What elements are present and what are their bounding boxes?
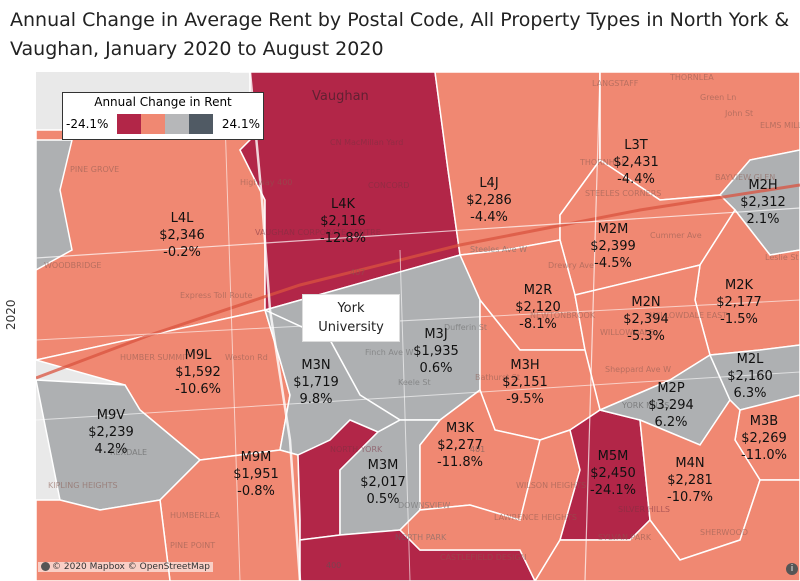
label-M2H[interactable]: M2H $2,312 2.1% <box>740 178 786 227</box>
place-name: NEWTONBROOK <box>530 311 596 320</box>
label-M5M[interactable]: M5M $2,450 -24.1% <box>590 449 636 498</box>
place-name: Leslie St <box>765 253 799 262</box>
place-name: 400 <box>326 561 341 570</box>
legend: Annual Change in Rent -24.1% 24.1% <box>62 92 264 140</box>
place-name: LANGSTAFF <box>592 79 639 88</box>
label-M2P[interactable]: M2P $3,294 6.2% <box>648 381 694 430</box>
legend-swatch-1 <box>117 114 141 134</box>
label-M3N[interactable]: M3N $1,719 9.8% <box>293 358 339 407</box>
label-L4J[interactable]: L4J $2,286 -4.4% <box>466 176 512 225</box>
label-L4K[interactable]: L4K $2,116 -12.8% <box>320 197 366 246</box>
label-M2L[interactable]: M2L $2,160 6.3% <box>727 352 773 401</box>
place-name: VAUGHAN CORPORATE CENTRE <box>255 228 381 237</box>
label-L4L[interactable]: L4L $2,346 -0.2% <box>159 211 205 260</box>
label-M2M[interactable]: M2M $2,399 -4.5% <box>590 222 636 271</box>
place-name: Green Ln <box>700 93 736 102</box>
place-name: CN MacMillan Yard <box>330 138 403 147</box>
road-sheppard <box>36 371 800 421</box>
place-name: Bathurst St <box>475 373 520 382</box>
legend-min: -24.1% <box>66 117 109 131</box>
legend-title: Annual Change in Rent <box>94 95 232 109</box>
place-name: CASTLEFIELD DESIGN <box>440 553 527 562</box>
info-icon[interactable]: i <box>786 563 798 575</box>
place-name: SILVER HILLS <box>618 505 670 514</box>
place-name: WILSON HEIGHTS <box>516 481 586 490</box>
road-keele <box>399 249 411 581</box>
highway-407 <box>36 183 800 380</box>
place-name: 401 <box>470 445 485 454</box>
label-M2N[interactable]: M2N $2,394 -5.3% <box>623 295 669 344</box>
label-M9M[interactable]: M9M $1,951 -0.8% <box>233 450 279 499</box>
map-canvas[interactable]: Vaughan CN MacMillan Yard CONCORD VAUGHAN C… <box>36 72 800 581</box>
landmark-line1: York <box>337 301 365 316</box>
map-credit[interactable]: © 2020 Mapbox © OpenStreetMap <box>38 562 213 572</box>
place-name: Dufferin St <box>444 323 487 332</box>
place-name: PINE GROVE <box>70 165 119 174</box>
place-name: WOODBRIDGE <box>44 261 101 270</box>
label-M3H[interactable]: M3H $2,151 -9.5% <box>502 358 548 407</box>
place-name: THORNLEA <box>669 73 714 82</box>
label-M3K[interactable]: M3K $2,277 -11.8% <box>437 421 483 470</box>
place-name: SHERWOOD <box>700 528 748 537</box>
place-name: KIPLING HEIGHTS <box>48 481 118 490</box>
label-M3M[interactable]: M3M $2,017 0.5% <box>360 458 406 507</box>
legend-max: 24.1% <box>221 117 260 131</box>
label-M9V[interactable]: M9V $2,239 4.2% <box>88 408 134 457</box>
label-M2K[interactable]: M2K $2,177 -1.5% <box>716 278 762 327</box>
place-name: CONCORD <box>368 181 409 190</box>
label-M4N[interactable]: M4N $2,281 -10.7% <box>667 456 713 505</box>
place-name: Finch Ave W <box>365 348 414 357</box>
place-name: Sheppard Ave W <box>605 365 671 374</box>
label-M3B[interactable]: M3B $2,269 -11.0% <box>741 414 787 463</box>
road-steeles <box>36 207 800 259</box>
row-label-2020: 2020 <box>4 299 18 330</box>
label-M3J[interactable]: M3J $1,935 0.6% <box>413 327 459 376</box>
place-name: THORNHILL <box>579 158 627 167</box>
label-M2R[interactable]: M2R $2,120 -8.1% <box>515 283 561 332</box>
place-name: LAWRENCE HEIGHTS <box>494 513 577 522</box>
road-weston <box>224 119 241 581</box>
road-yonge <box>584 72 601 581</box>
place-name: YORK MILLS <box>621 401 669 410</box>
mapbox-logo-icon <box>41 562 50 571</box>
place-name: HUMBERLEA <box>170 511 220 520</box>
place-name: Vaughan <box>312 89 369 104</box>
place-name: HUMBER SUMMIT <box>120 353 190 362</box>
place-name: NORTH YORK <box>330 445 383 454</box>
place-name: Steeles Ave W <box>470 245 527 254</box>
place-name: ELMS MILLES <box>760 121 800 130</box>
chart-title: Annual Change in Average Rent by Postal … <box>10 9 790 60</box>
map-svg[interactable]: Vaughan CN MacMillan Yard CONCORD VAUGHAN C… <box>36 72 800 581</box>
highway-400 <box>248 72 302 581</box>
place-name: Cummer Ave <box>650 231 702 240</box>
place-name: SYLVAN PARK <box>598 533 652 542</box>
place-name: Weston Rd <box>225 353 268 362</box>
place-name: BAYVIEW GLEN <box>715 173 775 182</box>
label-M9L[interactable]: M9L $1,592 -10.6% <box>175 348 221 397</box>
place-name: Express Toll Route <box>180 291 252 300</box>
region-grey-nw[interactable] <box>36 139 73 271</box>
place-name: Keele St <box>398 378 431 387</box>
place-name: REXDALE <box>110 448 147 457</box>
legend-swatch-4 <box>189 114 213 134</box>
place-name: NORTH PARK <box>395 533 447 542</box>
place-name: WILLOWDALE <box>600 328 654 337</box>
place-name: DOWNSVIEW <box>398 501 450 510</box>
place-name: STEELES CORNERS <box>585 189 661 198</box>
legend-swatch-2 <box>141 114 165 134</box>
region-se[interactable] <box>534 479 800 581</box>
region-sw[interactable] <box>36 499 171 581</box>
place-name: John St <box>724 109 753 118</box>
legend-swatch-3 <box>165 114 189 134</box>
landmark-line2: University <box>318 320 384 335</box>
place-name: WILLOWDALE EAST <box>650 311 727 320</box>
place-name: 407 <box>350 268 365 277</box>
landmark-york-university[interactable]: York University <box>302 294 400 342</box>
label-L3T[interactable]: L3T $2,431 -4.4% <box>613 138 659 187</box>
place-name: Drewry Ave <box>548 261 594 270</box>
road-finch <box>36 299 800 341</box>
place-name: Highway 400 <box>240 178 292 187</box>
place-name: PINE POINT <box>170 541 215 550</box>
